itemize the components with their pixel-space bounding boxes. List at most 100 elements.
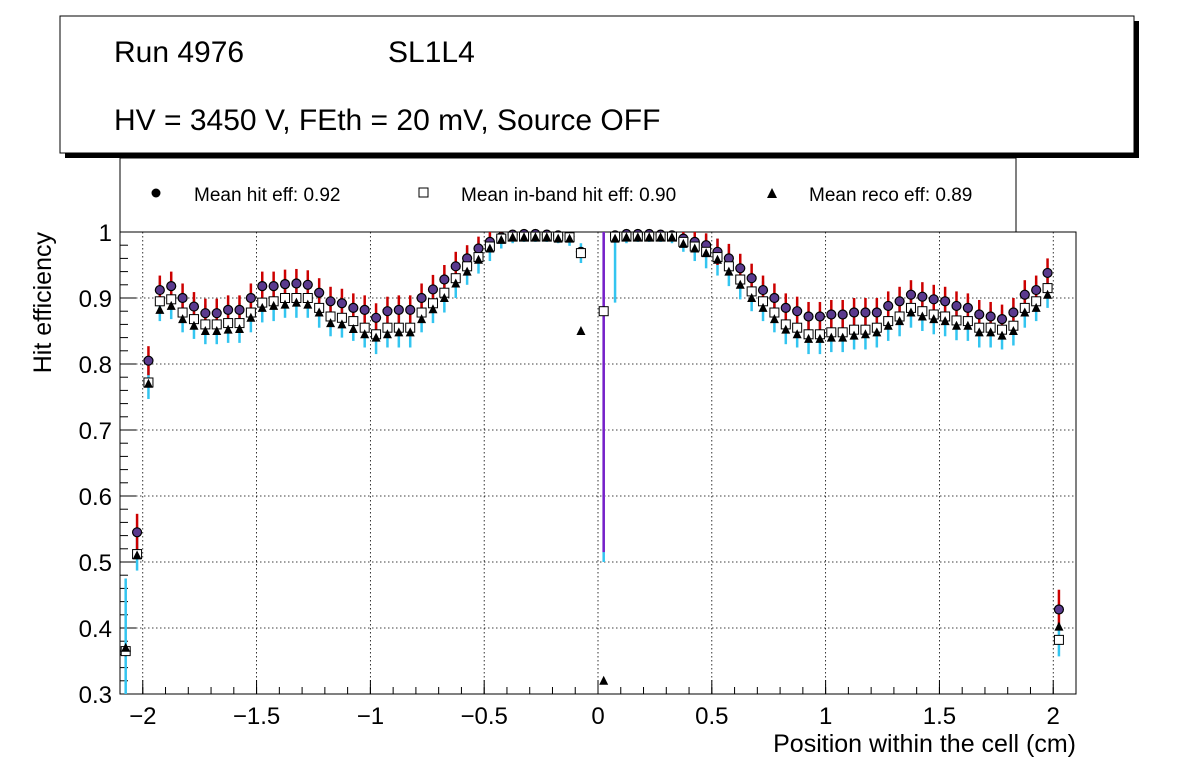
reco-point [462,266,472,276]
reco-point [917,311,927,321]
reco-point [678,238,688,248]
reco-point [382,329,392,339]
reco-point [474,254,483,264]
reco-point [849,330,859,340]
legend-inband-label: Mean in-band hit eff: 0.90 [461,185,676,206]
hit-point [416,292,427,304]
hit-point [860,307,871,318]
reco-point [280,299,290,309]
legend-marker-hit [151,188,161,198]
reco-point [405,327,415,337]
reco-point [508,232,518,242]
reco-point [986,327,996,337]
hit-point [974,309,985,320]
hit-point [883,300,894,312]
hit-point [837,309,848,320]
reco-point [656,232,666,242]
reco-point [576,326,586,335]
hit-point [928,294,939,305]
x-tick-label: 1 [819,703,832,730]
hit-point [450,261,461,272]
reco-point [291,297,301,307]
reco-point [121,642,131,652]
x-tick-label: −0.5 [460,703,507,730]
hit-point [803,311,814,322]
reco-point [804,333,814,343]
reco-point [690,243,700,253]
reco-point [792,329,802,339]
reco-point [713,254,722,264]
hit-point [996,314,1008,325]
reco-point [348,324,358,334]
reco-point [758,302,768,312]
data-markers [120,228,1065,685]
inband-point [575,248,586,259]
hit-point [780,302,791,313]
hit-point [905,289,917,300]
reco-point [314,307,324,317]
reco-point [337,319,347,329]
x-tick-label: −2 [129,703,156,730]
hit-point [962,302,973,313]
hit-point [871,307,882,318]
hit-point [223,304,234,315]
y-tick-label: 0.6 [79,484,112,511]
reco-point [883,320,893,330]
x-tick-label: −1 [357,703,384,730]
x-tick-label: 2 [1047,703,1060,730]
reco-point [394,327,404,337]
tick-labels: −2 −1.5 −1 −0.5 0 0.5 1 1.5 2 0.3 0.4 0.5 0.6 0.7 0.8 0… [79,220,1060,730]
hit-point [1019,289,1030,300]
layer-label: SL1L4 [388,36,475,69]
reco-point [200,326,210,335]
legend-hit-label: Mean hit eff: 0.92 [194,185,340,206]
y-tick-label: 0.3 [79,682,112,709]
reco-point [929,314,939,324]
reco-point [235,324,244,334]
hit-point [1008,307,1019,318]
hit-point [757,284,769,296]
reco-point [143,378,153,388]
hit-point [826,309,837,320]
reco-point [542,232,552,242]
reco-point [246,312,256,322]
reco-point [212,326,222,335]
reco-point [530,232,540,242]
hit-point [336,298,348,309]
reco-point [633,232,643,242]
hit-point [234,304,245,315]
hit-point [746,273,757,284]
hit-point [314,287,325,298]
inband-point [598,306,609,317]
hit-point [279,279,291,290]
reco-point [553,233,563,243]
reco-point [428,304,438,314]
reco-point [735,279,745,289]
reco-point [769,314,779,324]
reco-point [838,332,848,342]
hit-point [131,527,143,538]
reco-point [997,330,1007,340]
reco-point [451,278,461,288]
legend-reco-label: Mean reco eff: 0.89 [809,185,972,206]
reco-point [269,300,279,310]
y-tick-label: 0.4 [79,616,112,643]
hit-point [268,281,279,292]
reco-point [701,248,711,258]
hit-point [792,306,803,317]
reco-point [303,299,313,309]
hit-point [245,292,256,304]
reco-point [963,320,973,330]
reco-point [610,233,620,243]
reco-point [371,332,381,342]
hit-point [894,296,905,307]
hit-point [735,263,746,274]
legend-marker-inband [418,187,429,198]
reco-point [621,232,631,242]
hit-point [1042,267,1053,279]
hit-point [382,306,393,317]
hit-point [177,292,188,304]
x-tick-label: −1.5 [233,703,280,730]
hit-point [348,302,359,313]
